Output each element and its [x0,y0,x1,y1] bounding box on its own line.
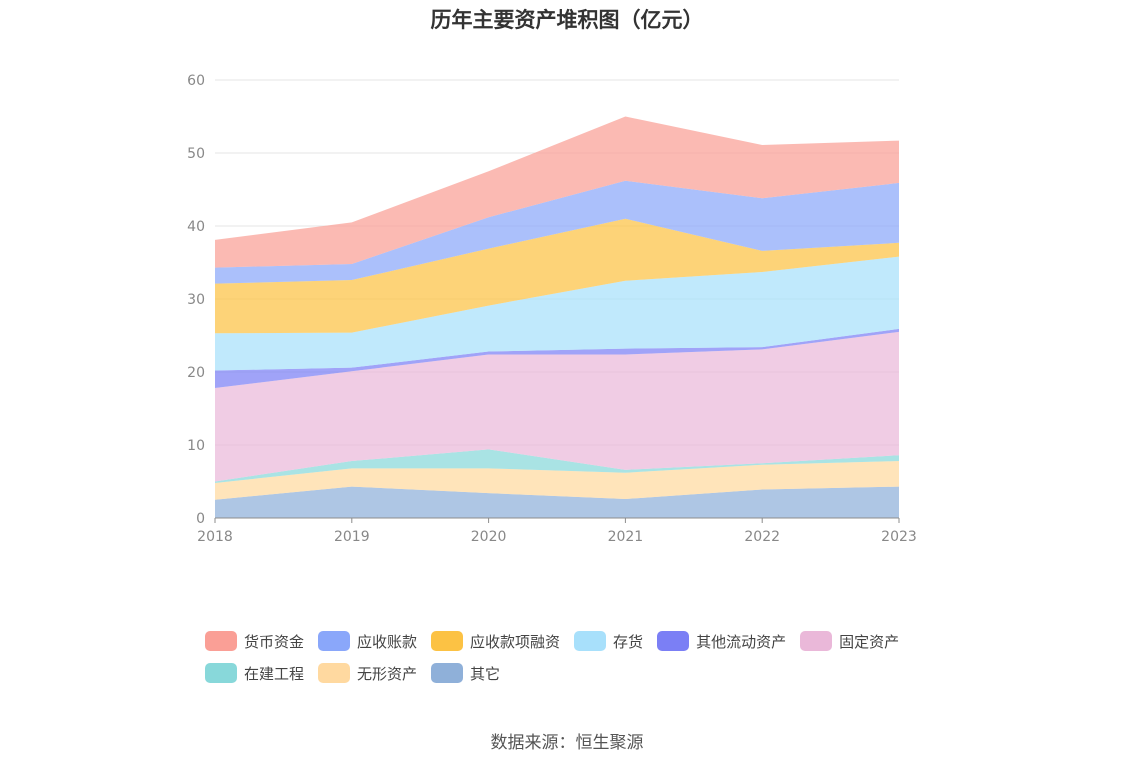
area-series-7 [215,180,899,284]
legend-item-0[interactable]: 货币资金 [205,630,304,652]
x-tick-label-2018: 2018 [197,529,233,545]
x-tick-label-2023: 2023 [881,529,917,545]
legend-swatch [318,631,351,651]
legend-swatch [431,631,464,651]
chart-title: 历年主要资产堆积图（亿元） [430,8,704,32]
y-tick-label-20: 20 [187,365,205,381]
y-tick-label-40: 40 [187,219,205,235]
legend-item-1[interactable]: 应收账款 [318,630,417,652]
legend-swatch [431,663,464,683]
legend-swatch [800,631,833,651]
y-tick-label-0: 0 [196,511,205,527]
y-tick-label-10: 10 [187,438,205,454]
legend-swatch [574,631,607,651]
legend-item-7[interactable]: 无形资产 [318,662,417,684]
legend-label: 应收账款 [357,632,418,651]
legend-item-2[interactable]: 应收款项融资 [431,630,560,652]
y-tick-label-50: 50 [187,146,205,162]
legend-label: 其他流动资产 [696,632,787,651]
area-series-0 [215,486,899,518]
legend-label: 固定资产 [839,632,900,651]
area-series-5 [215,256,899,371]
legend-swatch [318,663,351,683]
legend-item-6[interactable]: 在建工程 [205,662,304,684]
legend-label: 应收款项融资 [470,632,561,651]
x-tick-label-2019: 2019 [334,529,370,545]
x-tick-label-2020: 2020 [471,529,507,545]
chart-legend: 货币资金 应收账款 应收款项融资 存货 其他流动资产 固定资产在建工程 无形资产 其它 [205,630,965,694]
legend-label: 无形资产 [357,664,418,683]
legend-item-8[interactable]: 其它 [431,662,500,684]
y-tick-label-30: 30 [187,292,205,308]
x-tick-label-2022: 2022 [744,529,780,545]
legend-label: 存货 [613,632,644,651]
area-series-2 [215,449,899,483]
area-series-6 [215,218,899,334]
area-series-8 [215,116,899,268]
legend-swatch [657,631,690,651]
y-tick-label-60: 60 [187,73,205,89]
data-source-note: 数据来源：恒生聚源 [490,733,644,753]
legend-swatch [205,663,237,683]
legend-label: 其它 [470,664,501,683]
x-tick-label-2021: 2021 [608,529,644,545]
legend-item-4[interactable]: 其他流动资产 [657,630,786,652]
area-series-3 [215,331,899,482]
stacked-area-chart: 0 10 20 30 40 50 60 2018 2019 2020 2021 2022 2023 [187,73,917,545]
legend-swatch [205,631,237,651]
legend-label: 货币资金 [244,632,305,651]
legend-item-5[interactable]: 固定资产 [800,630,899,652]
legend-item-3[interactable]: 存货 [574,630,643,652]
legend-label: 在建工程 [244,664,305,683]
area-series-1 [215,461,899,500]
